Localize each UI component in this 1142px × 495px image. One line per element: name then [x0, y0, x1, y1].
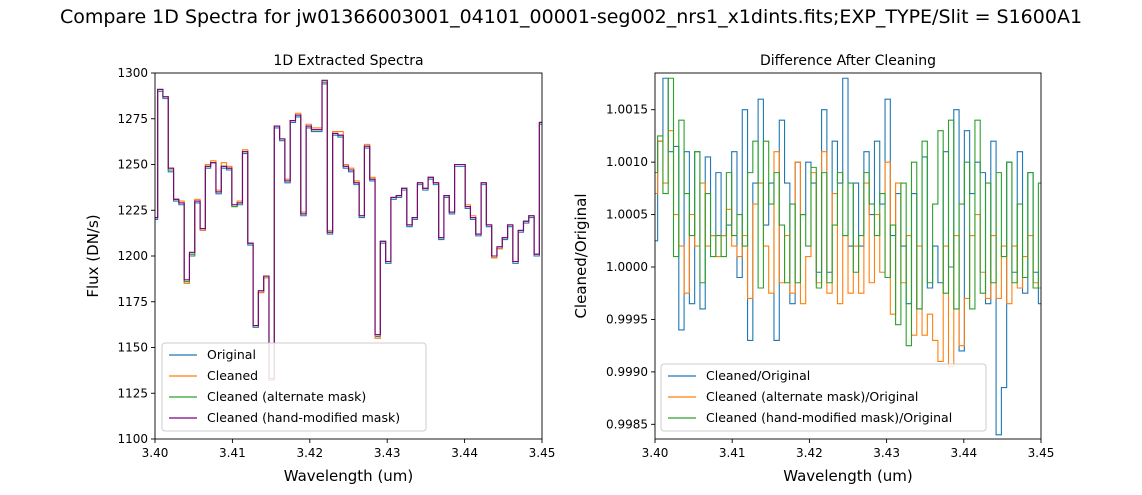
legend-entry-label: Cleaned (hand-modified mask) [207, 410, 400, 425]
panel-1d-extracted-spectra: 3.40 3.41 3.42 3.43 3.44 3.45 1100 1125 1150 1175… [84, 53, 556, 485]
legend-entry-label: Cleaned/Original [706, 368, 810, 383]
y-axis-label: Flux (DN/s) [84, 214, 102, 297]
y-tick-label: 1.0015 [606, 103, 648, 117]
x-tick-label: 3.42 [296, 446, 323, 460]
figure-suptitle: Compare 1D Spectra for jw01366003001_041… [59, 6, 1083, 28]
x-axis-label: Wavelength (um) [783, 467, 913, 485]
x-tick-label: 3.42 [796, 446, 823, 460]
legend: Original Cleaned Cleaned (alternate mask) C… [161, 342, 427, 432]
legend-entry-label: Cleaned (alternate mask)/Original [706, 389, 918, 404]
x-tick-label: 3.40 [142, 446, 169, 460]
series-line-cleaned-alternate-mask [155, 81, 542, 380]
series-line-cleaned [155, 81, 542, 381]
y-tick-label: 1125 [117, 386, 148, 400]
x-tick-label: 3.41 [219, 446, 246, 460]
plot-frame [654, 72, 1042, 440]
legend-box [161, 342, 427, 432]
series-line-original [155, 83, 542, 381]
y-tick-label: 0.9985 [606, 417, 648, 431]
y-axis-label: Cleaned/Original [572, 193, 590, 318]
y-tick-label: 1175 [117, 295, 148, 309]
x-tick-label: 3.41 [719, 446, 746, 460]
y-tick-label: 1100 [117, 432, 148, 446]
x-tick-label: 3.44 [451, 446, 478, 460]
legend-entry-label: Cleaned (hand-modified mask)/Original [706, 410, 952, 425]
x-tick-label: 3.45 [529, 446, 556, 460]
y-tick-label: 1.0000 [606, 260, 648, 274]
y-tick-label: 1200 [117, 249, 148, 263]
series-line-cleaned-alternate-mask-original [655, 130, 1041, 368]
legend-box [660, 363, 987, 432]
legend-entry-label: Original [207, 347, 256, 362]
series-line-cleaned-hand-modified-mask [155, 79, 542, 380]
x-axis-label: Wavelength (um) [284, 467, 414, 485]
y-tick-label: 1275 [117, 112, 148, 126]
y-tick-label: 1.0005 [606, 208, 648, 222]
series-line-cleaned-hand-modified-mask-original [655, 77, 1041, 347]
panel-difference-after-cleaning: 3.40 3.41 3.42 3.43 3.44 3.45 0.9985 0.9990 0.99… [572, 53, 1055, 485]
plot-area [655, 77, 1041, 436]
x-tick-label: 3.40 [642, 446, 669, 460]
y-tick-label: 0.9990 [606, 365, 648, 379]
y-tick-label: 1250 [117, 158, 148, 172]
x-tick-label: 3.45 [1028, 446, 1055, 460]
chart-title: 1D Extracted Spectra [273, 53, 423, 69]
y-tick-label: 1.0010 [606, 155, 648, 169]
x-tick-label: 3.44 [950, 446, 977, 460]
chart-title: Difference After Cleaning [760, 53, 936, 69]
legend: Cleaned/Original Cleaned (alternate mask)… [660, 363, 987, 432]
plot-area [155, 79, 542, 381]
legend-entry-label: Cleaned (alternate mask) [207, 389, 366, 404]
x-tick-label: 3.43 [374, 446, 401, 460]
legend-entry-label: Cleaned [207, 368, 258, 383]
x-tick-label: 3.43 [873, 446, 900, 460]
y-tick-label: 1300 [117, 66, 148, 80]
y-tick-label: 1225 [117, 203, 148, 217]
y-tick-label: 0.9995 [606, 312, 648, 326]
y-tick-label: 1150 [117, 341, 148, 355]
